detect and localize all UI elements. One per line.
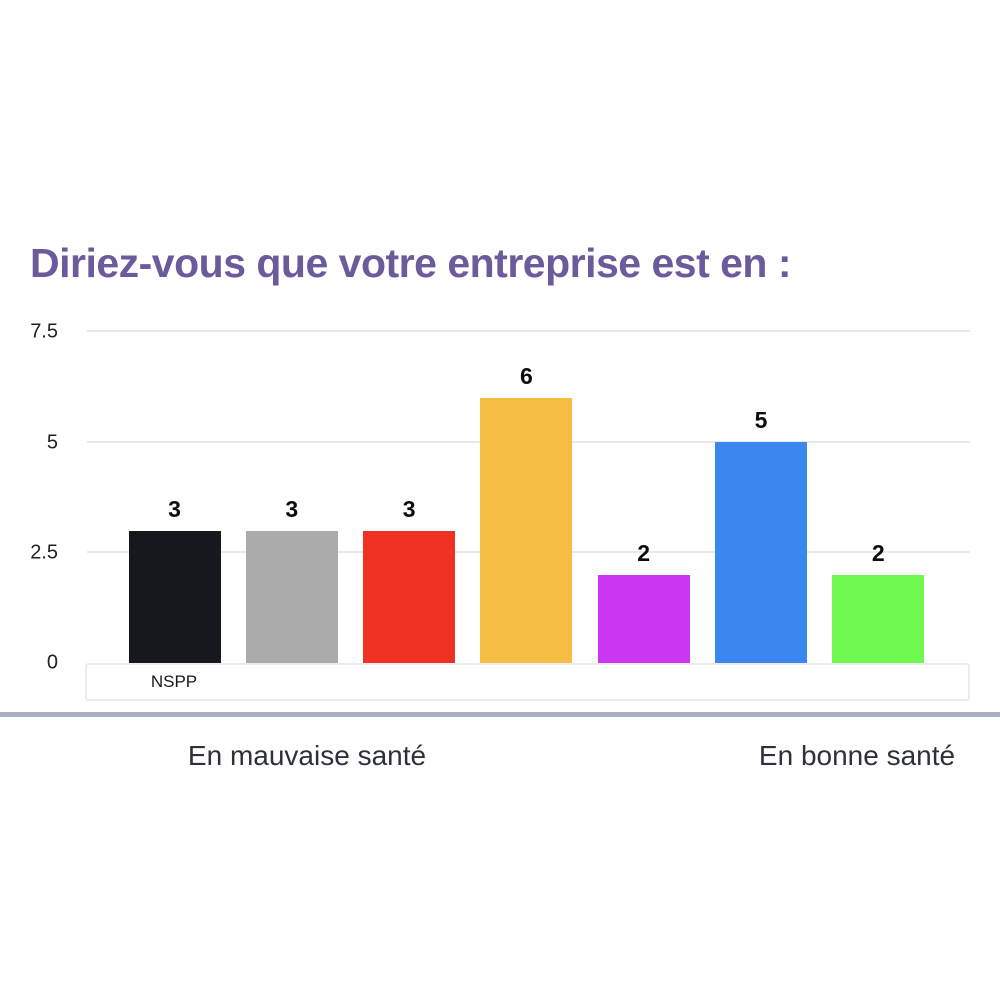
x-axis-end-label-right: En bonne santé (758, 740, 956, 771)
bar-series-7 (832, 574, 925, 663)
bar-nspp (128, 530, 221, 663)
bar-series-5 (597, 574, 690, 663)
x-axis-end-label-left: En mauvaise santé (187, 740, 427, 771)
bar-value-label-4: 6 (519, 363, 533, 390)
bar-value-label-2: 3 (285, 495, 299, 522)
bar-value-label-1: 3 (168, 495, 181, 522)
bar-series-6 (715, 442, 807, 663)
y-tick-label-2-5: 2.5 (30, 541, 58, 564)
bar-value-label-3: 3 (402, 495, 416, 522)
bar-series-4 (480, 398, 573, 663)
x-axis-band (85, 663, 970, 701)
x-category-label-nspp: NSPP (150, 672, 198, 691)
bar-series-2 (245, 530, 338, 663)
y-tick-label-7-5: 7.5 (30, 320, 58, 343)
bar-value-label-6: 5 (754, 407, 768, 434)
divider-line (0, 712, 1000, 717)
bar-series-3 (363, 530, 456, 663)
gridline-7-5 (87, 330, 970, 332)
bar-value-label-5: 2 (637, 539, 651, 566)
bar-value-label-7: 2 (871, 539, 885, 566)
y-tick-label-5: 5 (46, 431, 58, 454)
chart-title: Diriez-vous que votre entreprise est en … (30, 240, 792, 286)
y-tick-label-0: 0 (46, 651, 58, 674)
